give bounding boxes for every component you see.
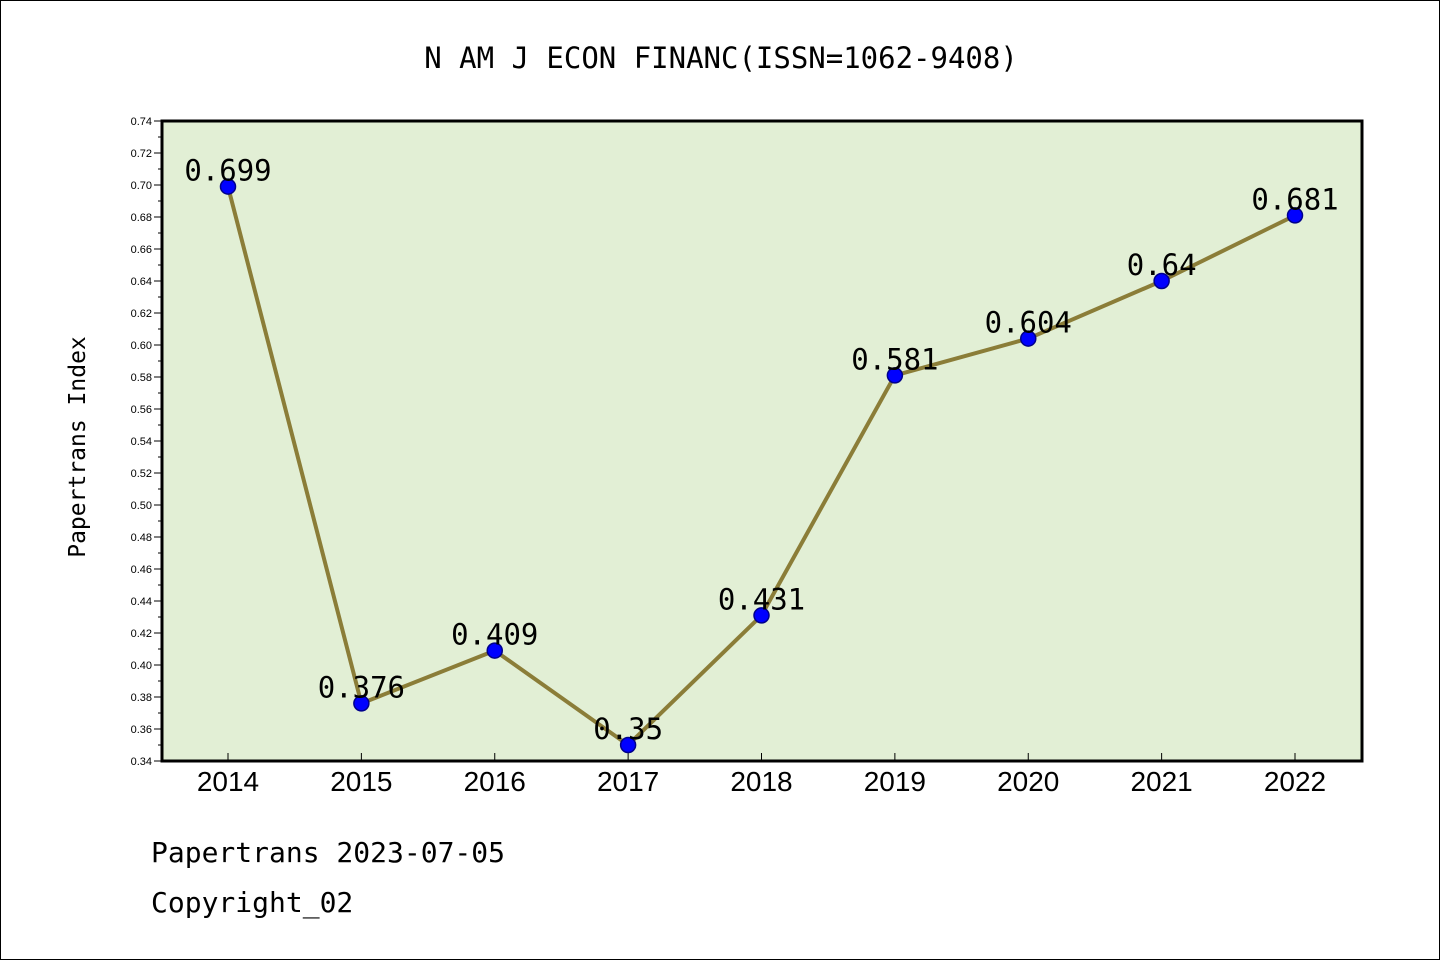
y-tick-label: 0.62	[131, 308, 152, 320]
data-point-marker	[1286, 207, 1304, 224]
copyright-text: Copyright_02	[151, 886, 354, 919]
data-point-marker	[353, 695, 370, 712]
data-point-label: 0.35	[593, 712, 663, 746]
chart-title: N AM J ECON FINANC(ISSN=1062-9408)	[424, 41, 1018, 75]
plot-area	[162, 121, 1362, 761]
x-tick-label: 2015	[330, 766, 392, 797]
y-tick-label: 0.50	[131, 500, 152, 512]
y-axis: 0.34 0.36 0.38 0.40 0.42 0.44 0.46 0.48 0.50 0.52…	[131, 116, 162, 768]
y-tick-label: 0.70	[131, 180, 152, 192]
x-tick-label: 2021	[1130, 766, 1192, 797]
y-tick-label: 0.68	[131, 212, 152, 224]
y-axis-label: Papertrans Index	[65, 336, 91, 558]
x-tick-label: 2016	[464, 766, 526, 797]
y-tick-label: 0.36	[131, 724, 152, 736]
y-tick-label: 0.64	[131, 276, 152, 288]
x-tick-label: 2018	[730, 766, 792, 797]
data-point-marker	[753, 607, 770, 624]
data-point-label: 0.431	[718, 582, 805, 616]
x-tick-label: 2019	[864, 766, 926, 797]
y-tick-label: 0.66	[131, 244, 152, 256]
y-tick-label: 0.44	[131, 596, 152, 608]
x-axis: 2014 2015 2016 2017 2018 2019 2020 2021 2022	[197, 753, 1326, 797]
data-point-label: 0.409	[451, 618, 538, 652]
x-tick-label: 2020	[997, 766, 1059, 797]
data-point-label: 0.699	[184, 154, 271, 188]
y-tick-label: 0.74	[131, 116, 152, 128]
x-tick-label: 2017	[597, 766, 659, 797]
data-labels: 0.699 0.376 0.409 0.35 0.431 0.581 0.604 0.64 0.…	[184, 154, 1338, 746]
y-tick-label: 0.54	[131, 436, 152, 448]
data-point-label: 0.376	[318, 670, 405, 704]
y-tick-label: 0.58	[131, 372, 152, 384]
data-point-marker	[1020, 330, 1037, 347]
data-point-marker	[619, 736, 637, 754]
y-tick-label: 0.34	[131, 756, 152, 768]
y-tick-label: 0.42	[131, 628, 152, 640]
data-point-marker	[1153, 272, 1170, 290]
y-tick-label: 0.72	[131, 148, 152, 160]
x-tick-label: 2022	[1264, 766, 1326, 797]
data-point-marker	[886, 367, 904, 384]
data-point-marker	[219, 178, 237, 195]
data-point-label: 0.581	[851, 342, 938, 376]
y-tick-label: 0.56	[131, 404, 152, 416]
data-point-label: 0.681	[1251, 182, 1338, 216]
data-point-label: 0.64	[1127, 248, 1197, 282]
source-date-text: Papertrans 2023-07-05	[151, 836, 506, 869]
y-tick-label: 0.60	[131, 340, 152, 352]
y-tick-label: 0.38	[131, 692, 152, 704]
y-tick-label: 0.52	[131, 468, 152, 480]
data-point-marker	[486, 642, 503, 659]
data-markers	[219, 178, 1304, 754]
y-tick-label: 0.48	[131, 532, 152, 544]
data-point-label: 0.604	[985, 306, 1072, 340]
y-tick-label: 0.46	[131, 564, 152, 576]
x-tick-label: 2014	[197, 766, 259, 797]
plot-frame	[160, 119, 1364, 763]
y-tick-label: 0.40	[131, 660, 152, 672]
